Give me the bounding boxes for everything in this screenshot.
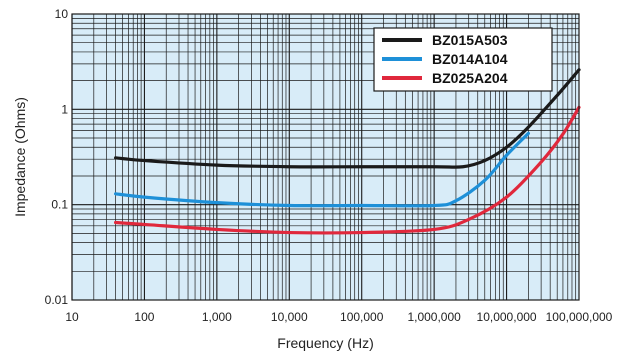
series-line-bz015a503 — [114, 68, 581, 169]
x-tick-label: 100,000,000 — [546, 310, 613, 324]
x-tick-label: 100,000 — [340, 310, 384, 324]
x-tick-label: 1,000 — [202, 310, 232, 324]
x-tick-label: 10,000,000 — [477, 310, 537, 324]
y-tick-label: 0.1 — [51, 198, 68, 212]
y-tick-label: 0.01 — [45, 293, 69, 307]
x-tick-label: 10 — [65, 310, 79, 324]
legend-label: BZ015A503 — [432, 32, 508, 48]
series-line-bz025a204 — [114, 105, 581, 235]
y-tick-label: 10 — [55, 7, 69, 21]
legend-label: BZ025A204 — [432, 70, 508, 86]
legend: BZ015A503 BZ014A104 BZ025A204 — [373, 27, 553, 92]
y-tick-labels: 0.01 0.1 1 10 — [45, 7, 69, 307]
y-axis-label: Impedance (Ohms) — [12, 97, 28, 217]
x-tick-label: 1,000,000 — [407, 310, 461, 324]
series-line-bz014a104 — [114, 131, 530, 208]
x-tick-label: 10,000 — [271, 310, 308, 324]
series-layer — [114, 68, 581, 235]
x-tick-labels: 10 100 1,000 10,000 100,000 1,000,000 10,000,0… — [65, 310, 612, 324]
x-axis-label: Frequency (Hz) — [277, 335, 373, 351]
y-tick-label: 1 — [61, 102, 68, 116]
x-tick-label: 100 — [134, 310, 154, 324]
legend-label: BZ014A104 — [432, 51, 508, 67]
plot-frame — [71, 13, 580, 301]
